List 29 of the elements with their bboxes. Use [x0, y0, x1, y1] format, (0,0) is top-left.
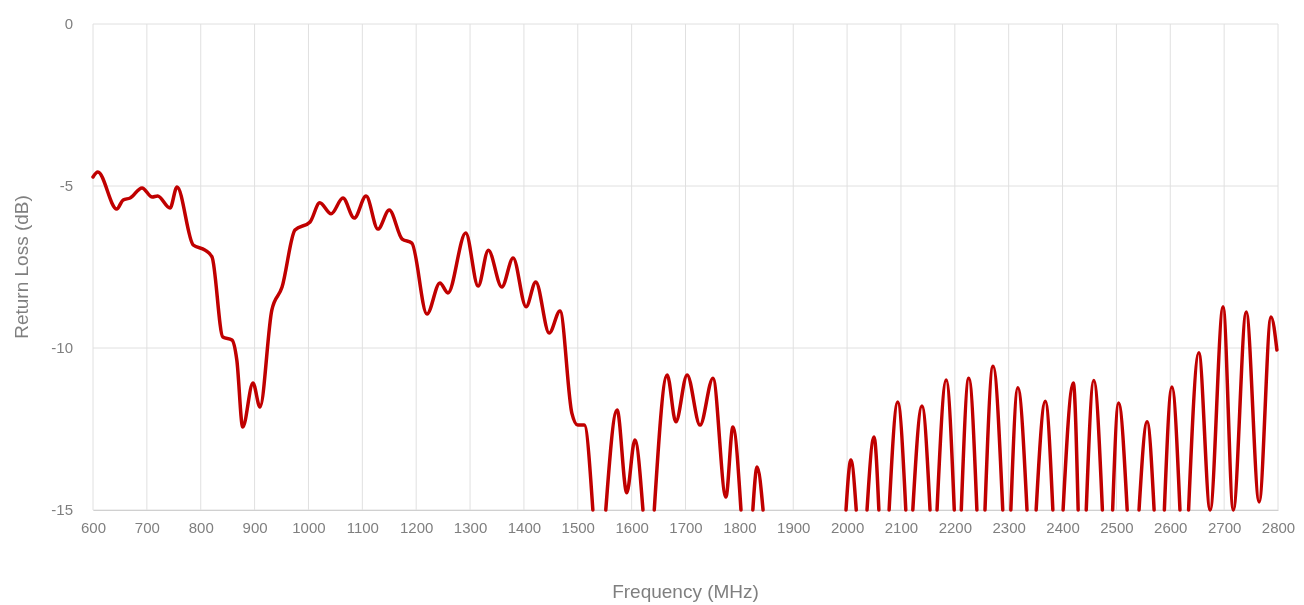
x-tick-label: 800: [188, 518, 214, 536]
x-tick-label: 700: [134, 518, 160, 536]
y-tick-label: -10: [51, 339, 73, 357]
x-tick-label: 1900: [777, 518, 811, 536]
x-tick-label: 1600: [615, 518, 649, 536]
x-tick-label: 1100: [346, 518, 379, 536]
x-tick-label: 1300: [453, 518, 488, 536]
x-tick-label: 1400: [507, 518, 542, 536]
x-tick-label: 2100: [884, 518, 919, 536]
x-tick-label: 1000: [292, 518, 326, 536]
x-tick-label: 1500: [561, 518, 595, 536]
x-tick-label: 1200: [399, 518, 434, 536]
y-tick-label: 0: [64, 15, 73, 33]
x-tick-label: 2200: [938, 518, 973, 536]
y-axis-title: Return Loss (dB): [11, 195, 32, 339]
x-tick-label: 1800: [723, 518, 757, 536]
x-tick-label: 2000: [830, 518, 865, 536]
x-tick-label: 600: [80, 518, 107, 536]
x-tick-label: 2800: [1261, 518, 1296, 536]
x-tick-label: 2600: [1154, 518, 1188, 536]
x-tick-label: 2400: [1046, 518, 1080, 536]
x-axis-title: Frequency (MHz): [612, 581, 759, 602]
x-tick-label: 1700: [669, 518, 703, 536]
x-tick-label: 900: [242, 518, 268, 536]
y-tick-label: -15: [51, 501, 73, 519]
y-tick-label: -5: [59, 177, 73, 195]
x-tick-label: 2500: [1100, 518, 1134, 536]
x-tick-label: 2700: [1207, 518, 1242, 536]
x-tick-label: 2300: [992, 518, 1026, 536]
